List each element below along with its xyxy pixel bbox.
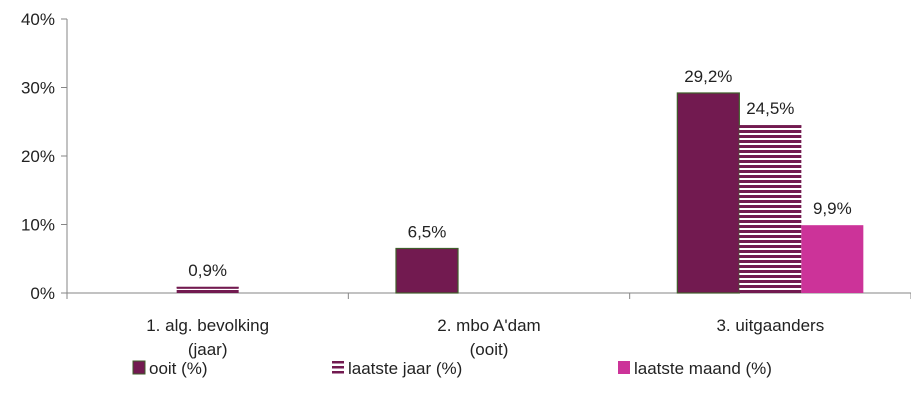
legend-swatch-stripe	[332, 371, 344, 374]
legend-label: ooit (%)	[149, 359, 208, 378]
legend-label: laatste maand (%)	[634, 359, 772, 378]
data-label: 6,5%	[408, 222, 447, 241]
bar	[801, 225, 864, 293]
bar	[395, 247, 459, 294]
x-category-label: 2. mbo A'dam (ooit)	[437, 316, 540, 359]
x-category-label: 3. uitgaanders	[716, 316, 824, 335]
x-category-label-line: (ooit)	[470, 340, 509, 359]
bars: 6,5% 29,2% 0,9% 24,5% 9,9%	[176, 67, 864, 294]
axes: 0% 10% 20% 30% 40% 1. alg. bevolking (jaar) 2. …	[21, 10, 911, 359]
legend-swatch	[132, 360, 146, 375]
bar-top-edge	[739, 125, 802, 128]
x-category-label-line: 1. alg. bevolking	[146, 316, 269, 335]
bar-top-edge	[176, 286, 239, 289]
x-category-label-line: (jaar)	[188, 340, 228, 359]
bar	[739, 125, 802, 293]
x-category-label: 1. alg. bevolking (jaar)	[146, 316, 269, 359]
legend-swatch-stripe	[332, 366, 344, 369]
y-tick-label: 30%	[21, 79, 55, 98]
bar	[176, 286, 239, 293]
data-label: 24,5%	[746, 99, 794, 118]
y-tick-label: 0%	[30, 284, 55, 303]
y-tick-label: 40%	[21, 10, 55, 29]
legend-swatch	[618, 361, 630, 374]
y-tick-label: 20%	[21, 147, 55, 166]
bar	[676, 92, 740, 294]
data-label: 0,9%	[188, 261, 227, 280]
data-label: 9,9%	[813, 199, 852, 218]
x-category-label-line: 3. uitgaanders	[716, 316, 824, 335]
data-label: 29,2%	[684, 67, 732, 86]
legend-label: laatste jaar (%)	[348, 359, 462, 378]
legend: ooit (%) laatste jaar (%) laatste maand (%…	[132, 359, 772, 378]
y-tick-label: 10%	[21, 216, 55, 235]
x-category-label-line: 2. mbo A'dam	[437, 316, 540, 335]
legend-swatch-stripe	[332, 361, 344, 364]
